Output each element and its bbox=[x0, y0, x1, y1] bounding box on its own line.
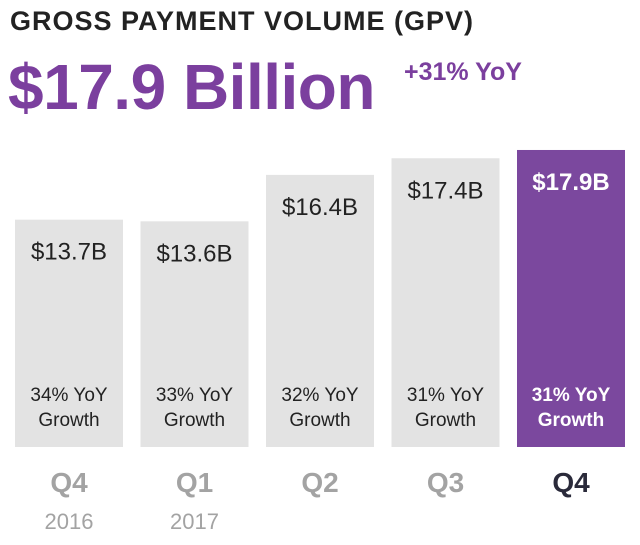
bar-growth-label: 33% YoY bbox=[156, 385, 233, 406]
bar-growth-label: 32% YoY bbox=[281, 385, 358, 406]
bar-1 bbox=[15, 219, 123, 447]
chart-title: GROSS PAYMENT VOLUME (GPV) bbox=[10, 6, 475, 36]
x-tick-quarter: Q1 bbox=[176, 467, 213, 498]
bar-5 bbox=[517, 149, 625, 447]
bar-growth-label: 31% YoY bbox=[532, 385, 611, 406]
bar-growth-label-line2: Growth bbox=[415, 410, 476, 431]
bar-value-label: $16.4B bbox=[282, 194, 358, 221]
bar-4 bbox=[391, 158, 500, 447]
bar-growth-label-line2: Growth bbox=[164, 410, 225, 431]
headline-value: $17.9 Billion bbox=[8, 51, 375, 123]
x-tick-year: 2017 bbox=[170, 509, 219, 534]
bar-growth-label: 34% YoY bbox=[30, 385, 107, 406]
bar-growth-label-line2: Growth bbox=[38, 410, 99, 431]
bar-value-label: $13.6B bbox=[156, 240, 232, 267]
bar-2 bbox=[140, 221, 249, 447]
bar-value-label: $13.7B bbox=[31, 239, 107, 266]
bar-value-label: $17.9B bbox=[532, 169, 609, 196]
x-tick-year: 2016 bbox=[45, 509, 94, 534]
headline-growth: +31% YoY bbox=[404, 58, 522, 86]
bar-growth-label: 31% YoY bbox=[407, 385, 484, 406]
x-tick-quarter: Q4 bbox=[552, 467, 590, 498]
bar-3 bbox=[266, 174, 374, 447]
x-tick-quarter: Q2 bbox=[301, 467, 338, 498]
x-tick-quarter: Q4 bbox=[50, 467, 88, 498]
bar-value-label: $17.4B bbox=[407, 177, 483, 204]
bar-growth-label-line2: Growth bbox=[538, 410, 605, 431]
bar-growth-label-line2: Growth bbox=[289, 410, 350, 431]
x-tick-quarter: Q3 bbox=[427, 467, 464, 498]
